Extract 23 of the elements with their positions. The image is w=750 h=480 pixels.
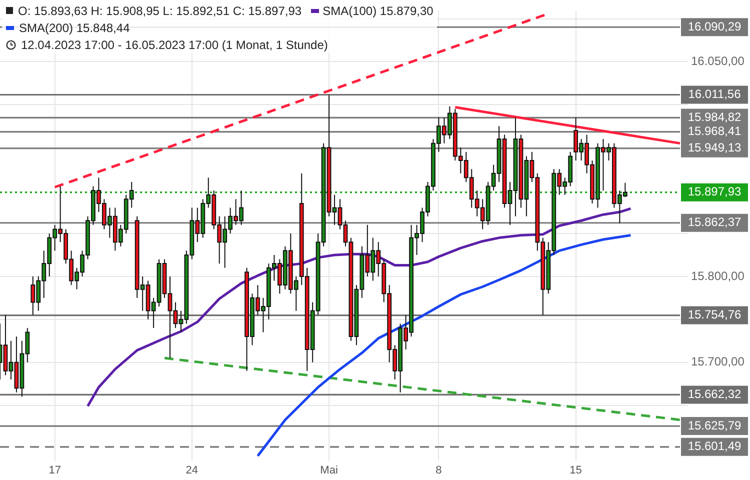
ref-line-label: 15.625,79 [688,418,742,432]
legend-label: SMA(200) 15.848,44 [19,20,130,34]
legend-label: SMA(100) 15.879,30 [322,4,434,18]
x-tick-label: 15 [570,464,582,476]
ref-line-label: 16.011,56 [688,87,742,102]
ref-line-label: 15.601,49 [688,439,742,454]
x-tick-label: 24 [186,464,198,476]
ref-line-label: 15.968,41 [688,124,742,138]
ref-line-label: 15.984,82 [688,110,742,124]
y-tick-label: 15.700,00 [691,354,745,369]
ref-line-label: 15.897,93 [688,184,742,199]
ref-line-label: 15.862,37 [688,215,742,230]
y-tick-label: 15.800,00 [691,268,745,283]
ref-line-label: 15.662,32 [688,387,742,401]
ref-line-label: 15.754,76 [688,308,742,322]
ref-line-label: 15.949,13 [688,140,742,155]
y-tick-label: 16.050,00 [691,54,745,68]
x-tick-label: Mai [320,464,338,476]
chart-title: O: 15.893,63 H: 15.908,95 L: 15.892,51 C: 15.897,93 [18,4,302,18]
text: 12.04.2023 17:00 - 16.05.2023 17:00 (1 Monat, 1 Stunde) [21,38,328,52]
x-tick-label: 17 [48,464,61,476]
ref-line-label: 16.090,29 [688,19,742,34]
x-tick-label: 8 [436,464,442,476]
